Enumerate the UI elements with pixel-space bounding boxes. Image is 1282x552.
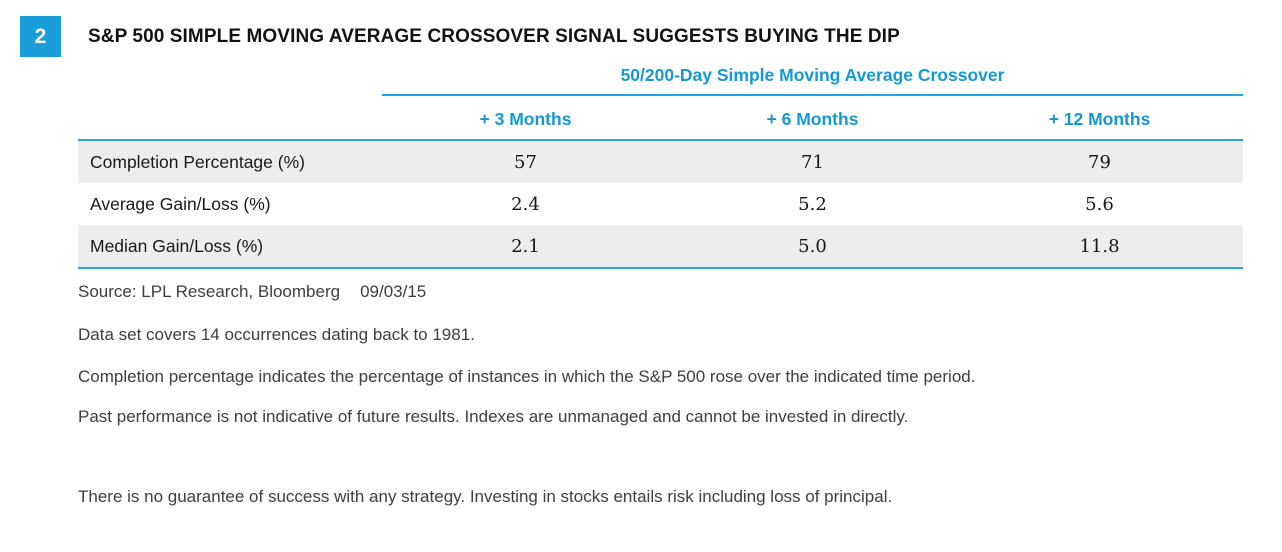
- row-label: Median Gain/Loss (%): [78, 225, 382, 267]
- footnotes-section: Source: LPL Research, Bloomberg 09/03/15 …: [78, 282, 1282, 507]
- table-cell: 79: [956, 141, 1243, 183]
- disclaimer-text: There is no guarantee of success with an…: [78, 487, 893, 506]
- column-header-3-months: + 3 Months: [479, 109, 572, 129]
- source-line: Source: LPL Research, Bloomberg 09/03/15: [78, 282, 1282, 302]
- table-cell: 5.6: [956, 183, 1243, 225]
- group-header-spacer: [78, 61, 382, 96]
- row-label: Completion Percentage (%): [78, 141, 382, 183]
- footnote-completion-definition: Completion percentage indicates the perc…: [78, 367, 976, 386]
- figure-title: S&P 500 SIMPLE MOVING AVERAGE CROSSOVER …: [88, 25, 900, 47]
- table-cell: 5.2: [669, 183, 956, 225]
- table-cell: 2.4: [382, 183, 669, 225]
- table-group-header: 50/200-Day Simple Moving Average Crossov…: [382, 61, 1243, 96]
- table-cell: 57: [382, 141, 669, 183]
- table-top-rule: [78, 139, 1243, 141]
- table-cell: 5.0: [669, 225, 956, 267]
- column-header-12-months: + 12 Months: [1048, 109, 1151, 129]
- figure-number-badge: 2: [20, 16, 61, 57]
- figure-header: 2 S&P 500 SIMPLE MOVING AVERAGE CROSSOVE…: [0, 0, 1282, 57]
- footnote-occurrences: Data set covers 14 occurrences dating ba…: [78, 325, 475, 344]
- row-label: Average Gain/Loss (%): [78, 183, 382, 225]
- footnote-past-performance: Past performance is not indicative of fu…: [78, 407, 909, 426]
- table-cell: 71: [669, 141, 956, 183]
- table-cell: 11.8: [956, 225, 1243, 267]
- column-header-6-months: + 6 Months: [766, 109, 859, 129]
- table-cell: 2.1: [382, 225, 669, 267]
- source-label: Source: LPL Research, Bloomberg: [78, 282, 341, 301]
- source-date: 09/03/15: [360, 282, 427, 301]
- column-header-spacer: [78, 96, 382, 139]
- data-table: 50/200-Day Simple Moving Average Crossov…: [78, 61, 1243, 269]
- table-bottom-rule: [78, 267, 1243, 269]
